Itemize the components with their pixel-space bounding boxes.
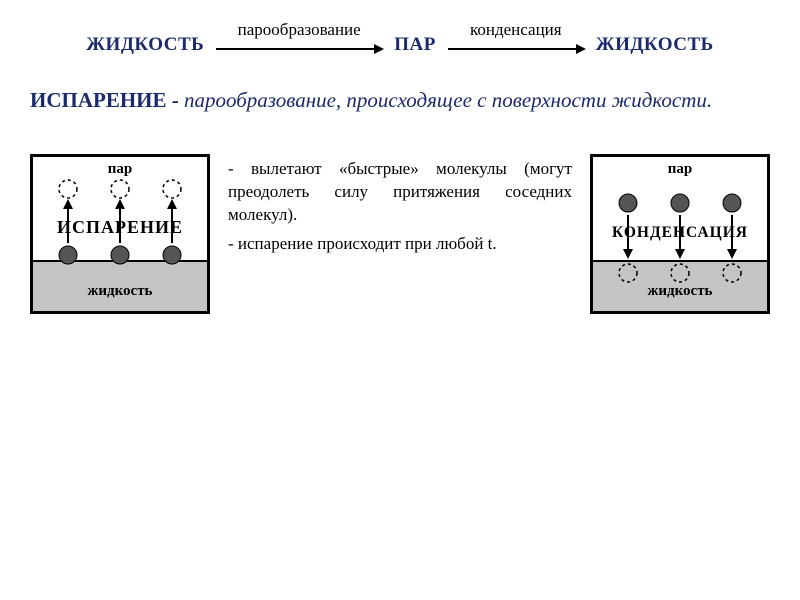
label-vaporization: парообразование	[238, 20, 361, 40]
condensation-svg: пар КОНДЕНСАЦИЯ жидкость	[593, 157, 767, 311]
liquid-label: жидкость	[647, 283, 712, 299]
diagram-evaporation: пар ИСПАРЕНИЕ жидкость	[30, 154, 210, 314]
definition-body: парообразование, происходящее с поверхно…	[179, 88, 712, 112]
liquid-label: жидкость	[87, 283, 152, 299]
note-any-temperature: - испарение происходит при любой t.	[228, 233, 572, 256]
diagram-condensation: пар КОНДЕНСАЦИЯ жидкость	[590, 154, 770, 314]
state-vapor: ПАР	[394, 34, 436, 56]
arrow-vaporization: парообразование	[214, 20, 384, 56]
vapor-label: пар	[668, 161, 693, 177]
arrow-right-icon	[446, 42, 586, 56]
definition-evaporation: ИСПАРЕНИЕ - парообразование, происходяще…	[30, 86, 770, 114]
state-liquid-1: ЖИДКОСТЬ	[86, 34, 204, 56]
label-condensation: конденсация	[470, 20, 562, 40]
note-fast-molecules: - вылетают «быстрые» молекулы (могут пре…	[228, 158, 572, 227]
state-liquid-2: ЖИДКОСТЬ	[596, 34, 714, 56]
process-label: ИСПАРЕНИЕ	[57, 217, 183, 237]
arrow-right-icon	[214, 42, 384, 56]
vapor-label: пар	[108, 161, 133, 177]
process-label: КОНДЕНСАЦИЯ	[612, 224, 748, 241]
definition-term: ИСПАРЕНИЕ -	[30, 88, 179, 112]
phase-flow: ЖИДКОСТЬ парообразование ПАР конденсация…	[30, 20, 770, 56]
evaporation-svg: пар ИСПАРЕНИЕ жидкость	[33, 157, 207, 311]
arrow-condensation: конденсация	[446, 20, 586, 56]
diagram-row: пар ИСПАРЕНИЕ жидкость - вылетают «быстр…	[30, 154, 770, 314]
evaporation-notes: - вылетают «быстрые» молекулы (могут пре…	[228, 154, 572, 262]
